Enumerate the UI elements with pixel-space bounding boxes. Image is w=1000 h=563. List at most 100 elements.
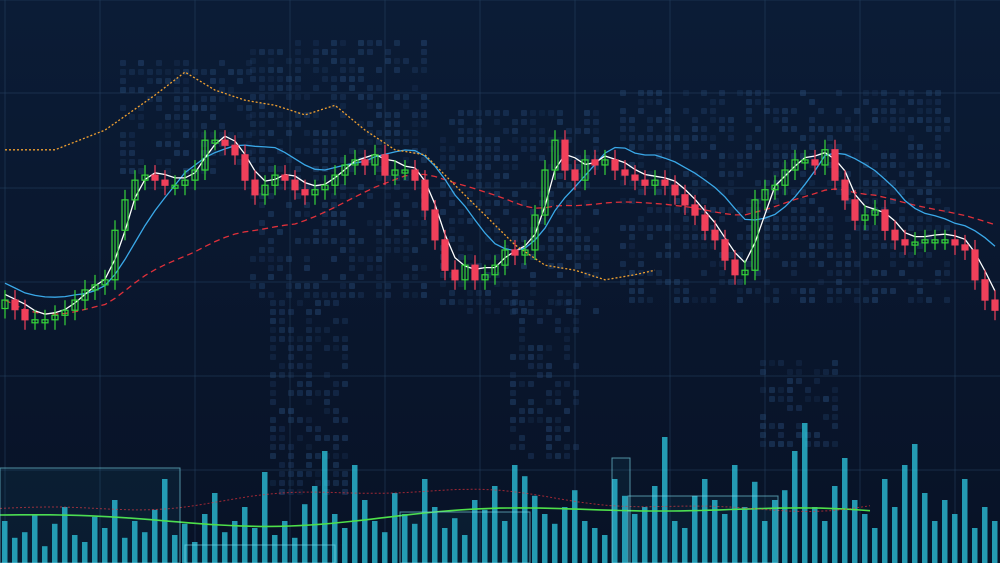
map-dot bbox=[313, 238, 319, 244]
map-dot bbox=[440, 299, 446, 305]
map-dot bbox=[575, 227, 581, 233]
map-dot bbox=[279, 435, 285, 441]
map-dot bbox=[521, 227, 527, 233]
map-dot bbox=[279, 489, 285, 495]
map-dot bbox=[306, 327, 312, 333]
map-dot bbox=[629, 252, 635, 258]
map-dot bbox=[809, 243, 815, 249]
map-dot bbox=[683, 216, 689, 222]
map-dot bbox=[674, 297, 680, 303]
map-dot bbox=[394, 58, 400, 64]
map-dot bbox=[557, 182, 563, 188]
map-dot bbox=[845, 117, 851, 123]
map-dot bbox=[449, 290, 455, 296]
map-dot bbox=[593, 119, 599, 125]
volume-bar bbox=[192, 542, 198, 563]
map-dot bbox=[376, 85, 382, 91]
map-dot bbox=[593, 245, 599, 251]
map-dot bbox=[917, 144, 923, 150]
map-dot bbox=[890, 288, 896, 294]
map-dot bbox=[773, 216, 779, 222]
map-dot bbox=[746, 99, 752, 105]
volume-bar bbox=[232, 521, 238, 563]
map-dot bbox=[908, 180, 914, 186]
map-dot bbox=[620, 117, 626, 123]
map-dot bbox=[476, 164, 482, 170]
map-dot bbox=[324, 345, 330, 351]
map-dot bbox=[935, 198, 941, 204]
map-dot bbox=[863, 135, 869, 141]
map-dot bbox=[638, 252, 644, 258]
map-dot bbox=[719, 99, 725, 105]
map-dot bbox=[277, 76, 283, 82]
map-dot bbox=[315, 327, 321, 333]
map-dot bbox=[818, 126, 824, 132]
map-dot bbox=[349, 85, 355, 91]
map-dot bbox=[412, 67, 418, 73]
map-dot bbox=[376, 265, 382, 271]
map-dot bbox=[710, 108, 716, 114]
candle-body bbox=[991, 299, 999, 311]
map-dot bbox=[403, 193, 409, 199]
candle bbox=[501, 239, 509, 276]
map-dot bbox=[926, 180, 932, 186]
candle bbox=[801, 149, 809, 170]
map-dot bbox=[279, 471, 285, 477]
map-dot bbox=[800, 234, 806, 240]
map-dot bbox=[279, 363, 285, 369]
map-dot bbox=[449, 299, 455, 305]
candle-body bbox=[441, 239, 449, 271]
map-dot bbox=[764, 108, 770, 114]
volume-bar bbox=[462, 535, 468, 563]
map-dot bbox=[557, 236, 563, 242]
map-dot bbox=[342, 453, 348, 459]
map-dot bbox=[183, 87, 189, 93]
map-dot bbox=[286, 256, 292, 262]
map-dot bbox=[306, 444, 312, 450]
map-dot bbox=[773, 207, 779, 213]
map-dot bbox=[573, 318, 579, 324]
map-dot bbox=[530, 128, 536, 134]
map-dot bbox=[908, 144, 914, 150]
map-dot bbox=[120, 168, 126, 174]
map-dot bbox=[297, 300, 303, 306]
map-dot bbox=[764, 99, 770, 105]
volume-bar bbox=[672, 521, 678, 563]
map-dot bbox=[537, 354, 543, 360]
map-dot bbox=[566, 308, 572, 314]
map-dot bbox=[183, 132, 189, 138]
map-dot bbox=[306, 309, 312, 315]
map-dot bbox=[728, 135, 734, 141]
candle-body bbox=[811, 159, 819, 166]
map-dot bbox=[832, 396, 838, 402]
map-dot bbox=[129, 150, 135, 156]
map-dot bbox=[246, 132, 252, 138]
map-dot bbox=[584, 110, 590, 116]
map-dot bbox=[394, 121, 400, 127]
map-dot bbox=[259, 49, 265, 55]
map-dot bbox=[340, 130, 346, 136]
map-dot bbox=[755, 180, 761, 186]
map-dot bbox=[872, 117, 878, 123]
map-dot bbox=[286, 58, 292, 64]
map-dot bbox=[358, 202, 364, 208]
map-dot bbox=[494, 119, 500, 125]
candle-body bbox=[321, 184, 329, 191]
map-dot bbox=[485, 146, 491, 152]
map-dot bbox=[539, 137, 545, 143]
map-dot bbox=[719, 153, 725, 159]
map-dot bbox=[295, 49, 301, 55]
map-dot bbox=[530, 182, 536, 188]
map-dot bbox=[421, 283, 427, 289]
map-dot bbox=[250, 58, 256, 64]
map-dot bbox=[674, 288, 680, 294]
map-dot bbox=[165, 114, 171, 120]
map-dot bbox=[519, 345, 525, 351]
map-dot bbox=[935, 279, 941, 285]
map-dot bbox=[737, 162, 743, 168]
candle bbox=[731, 250, 739, 285]
map-dot bbox=[270, 300, 276, 306]
map-dot bbox=[823, 369, 829, 375]
map-dot bbox=[394, 247, 400, 253]
